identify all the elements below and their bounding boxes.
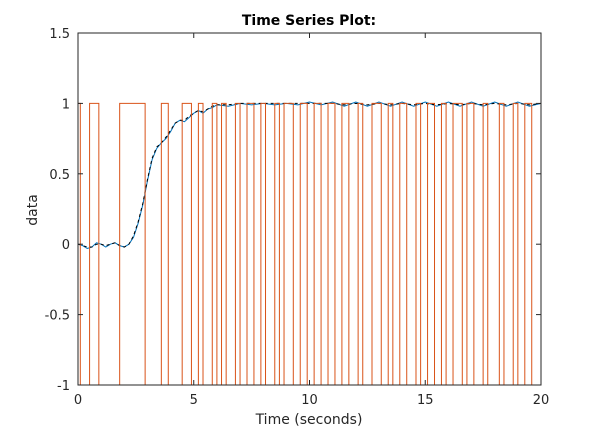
x-tick-label: 5	[190, 393, 198, 408]
plot-area	[78, 33, 541, 385]
y-tick-label: 0.5	[49, 168, 70, 183]
y-tick-label: 0	[62, 238, 70, 253]
y-axis-label: data	[25, 194, 41, 226]
x-tick-label: 20	[533, 393, 550, 408]
chart-title: Time Series Plot:	[242, 13, 376, 29]
y-tick-label: -0.5	[45, 309, 70, 324]
y-tick-label: 1.5	[49, 27, 70, 42]
x-tick-label: 0	[74, 393, 82, 408]
ticks-layer: 0 5 10 15 20 -1 -0.5 0 0.5 1 1.5	[45, 27, 550, 408]
x-axis-label: Time (seconds)	[255, 412, 363, 428]
x-tick-label: 15	[417, 393, 434, 408]
series-layer	[77, 101, 542, 386]
x-tick-label: 10	[301, 393, 318, 408]
reference-step-line	[78, 102, 541, 386]
y-tick-label: -1	[57, 379, 70, 394]
y-tick-label: 1	[62, 97, 70, 112]
